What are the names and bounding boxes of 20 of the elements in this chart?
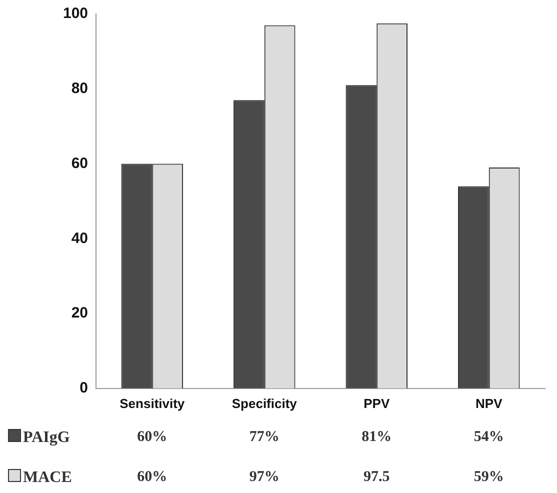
y-tick-label: 80 [71, 80, 88, 98]
x-tick-label: Specificity [232, 396, 298, 411]
data-label: 60% [137, 469, 168, 486]
x-tick-label: Sensitivity [120, 396, 186, 411]
y-tick-label: 100 [62, 5, 88, 22]
legend-label: PAIgG [22, 429, 70, 447]
y-tick-label: 0 [80, 380, 88, 397]
data-label: 97.5 [364, 469, 390, 486]
data-label: 81% [362, 429, 392, 446]
legend-label: MACE [22, 469, 72, 487]
data-label: 60% [137, 429, 168, 446]
y-tick-label: 20 [71, 304, 88, 322]
x-tick-label: NPV [476, 396, 503, 411]
x-tick-label: PPV [364, 396, 390, 411]
y-tick-label: 40 [71, 230, 88, 247]
data-label: 59% [474, 469, 504, 486]
data-label: 54% [474, 429, 504, 446]
data-label: 97% [249, 469, 280, 486]
data-label: 77% [249, 429, 280, 446]
y-tick-label: 60 [71, 154, 88, 172]
